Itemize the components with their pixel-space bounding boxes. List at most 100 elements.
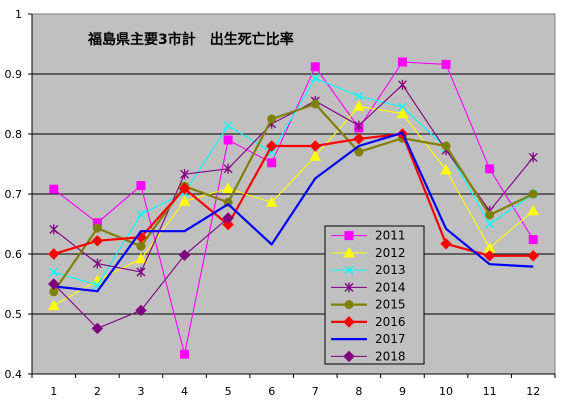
legend-item-2013: 2013	[331, 263, 406, 277]
data-point-2013	[310, 73, 320, 83]
legend-label: 2015	[375, 298, 406, 312]
data-point-2014	[223, 163, 233, 174]
legend-label: 2011	[375, 229, 406, 243]
data-point-2016	[527, 250, 539, 262]
data-point-2015	[354, 147, 364, 157]
x-tick-label: 2	[94, 385, 101, 398]
series-lines	[47, 57, 540, 359]
data-point-2015	[310, 99, 320, 109]
x-tick-label: 8	[355, 385, 362, 398]
data-point-2014	[180, 169, 190, 180]
data-point-2016	[266, 140, 278, 152]
y-tick-label: 0.5	[5, 308, 23, 321]
series-line-2017	[53, 131, 534, 293]
x-tick-label: 12	[526, 385, 540, 398]
data-point-2015	[136, 241, 146, 251]
axes: 0.40.50.60.70.80.911 2 3 4 5 6 7 8 9 10 11 12	[5, 8, 556, 398]
x-tick-label: 6	[268, 385, 275, 398]
data-point-2016	[440, 238, 452, 250]
data-point-2016	[222, 218, 234, 231]
data-point-2015	[485, 210, 495, 220]
legend-swatch-marker	[344, 282, 354, 293]
data-point-2016	[178, 182, 191, 195]
data-point-2013	[49, 267, 59, 277]
data-point-2016	[309, 140, 321, 152]
legend-label: 2013	[375, 263, 406, 277]
y-tick-label: 0.9	[5, 68, 23, 81]
legend-item-2012: 2012	[331, 246, 406, 260]
data-point-2012	[265, 196, 278, 207]
legend-swatch-marker	[344, 265, 354, 275]
data-point-2012	[396, 107, 409, 119]
series-line-2015	[52, 102, 534, 293]
legend-label: 2017	[375, 332, 406, 346]
series-2016	[48, 128, 539, 262]
data-point-2011	[441, 59, 451, 69]
x-tick-label: 11	[483, 385, 497, 398]
legend-item-2015: 2015	[331, 298, 406, 312]
series-line-2016	[53, 132, 534, 257]
data-point-2013	[223, 121, 233, 131]
y-tick-label: 1	[15, 8, 22, 21]
data-point-2012	[135, 252, 147, 264]
data-point-2014	[136, 267, 146, 277]
data-point-2018	[178, 249, 191, 261]
legend-box	[324, 225, 425, 365]
legend-item-2014: 2014	[331, 280, 406, 294]
legend-swatch-marker	[343, 246, 355, 258]
x-tick-label: 1	[50, 385, 57, 398]
data-point-2014	[397, 79, 407, 90]
data-point-2011	[180, 349, 190, 359]
data-point-2018	[91, 322, 104, 335]
data-point-2012	[440, 163, 452, 175]
data-point-2011	[49, 184, 59, 194]
data-point-2012	[309, 150, 322, 161]
data-point-2014	[528, 152, 538, 163]
y-tick-label: 0.4	[5, 368, 23, 381]
data-point-2016	[48, 248, 60, 260]
data-point-2015	[528, 189, 538, 199]
data-point-2011	[397, 57, 407, 67]
legend: 2011 2012 2013 2014 2015 2016 2017 2018	[324, 225, 425, 365]
legend-item-2018: 2018	[331, 349, 406, 363]
legend-item-2011: 2011	[331, 229, 406, 243]
data-point-2016	[483, 250, 496, 262]
data-point-2014	[354, 120, 364, 131]
y-tick-label: 0.7	[5, 188, 23, 201]
data-point-2013	[397, 102, 407, 112]
data-point-2016	[353, 133, 365, 145]
legend-label: 2018	[375, 349, 406, 363]
legend-swatch-marker	[344, 300, 354, 310]
data-point-2011	[310, 62, 320, 72]
data-point-2011	[528, 235, 538, 245]
data-point-2014	[49, 224, 59, 235]
y-tick-label: 0.8	[5, 128, 23, 141]
data-point-2018	[48, 278, 60, 290]
data-point-2015	[267, 114, 277, 124]
data-point-2014	[92, 258, 102, 269]
data-point-2011	[136, 181, 146, 191]
x-tick-label: 7	[312, 385, 319, 398]
data-point-2011	[485, 164, 495, 174]
legend-swatch-marker	[343, 350, 355, 363]
data-point-2012	[222, 182, 234, 194]
x-tick-label: 9	[399, 385, 406, 398]
data-point-2018	[135, 304, 147, 317]
data-point-2016	[91, 235, 104, 247]
data-point-2012	[353, 100, 365, 111]
series-2012	[47, 100, 540, 311]
legend-label: 2014	[375, 280, 406, 294]
y-tick-label: 0.6	[5, 248, 23, 261]
data-point-2015	[441, 141, 451, 151]
legend-label: 2016	[375, 315, 406, 329]
data-point-2012	[47, 299, 60, 311]
data-point-2011	[223, 135, 233, 145]
legend-swatch-marker	[344, 231, 354, 241]
data-point-2013	[136, 209, 146, 219]
x-tick-label: 3	[137, 385, 144, 398]
gridlines	[32, 73, 555, 315]
series-2018	[48, 212, 234, 335]
x-tick-label: 5	[225, 385, 232, 398]
